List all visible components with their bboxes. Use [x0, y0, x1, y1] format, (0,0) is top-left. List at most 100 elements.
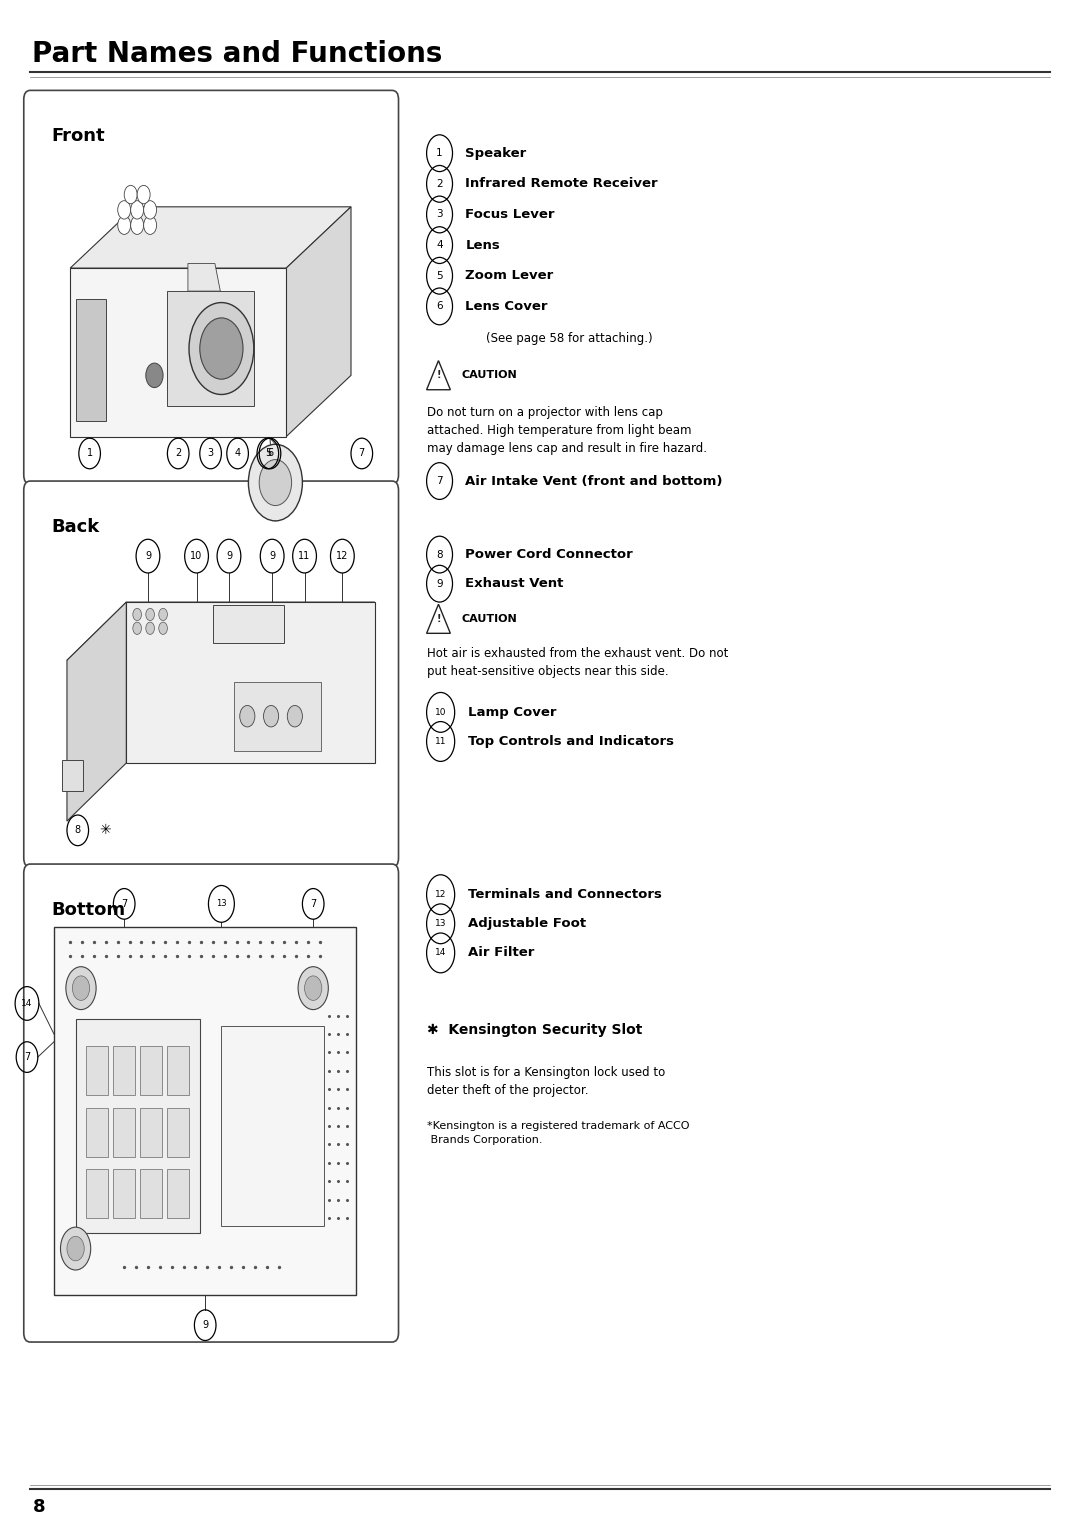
- Circle shape: [118, 201, 131, 219]
- Text: 7: 7: [310, 899, 316, 908]
- Circle shape: [305, 976, 322, 1000]
- Polygon shape: [86, 1108, 108, 1157]
- Polygon shape: [54, 927, 356, 1295]
- Polygon shape: [67, 602, 126, 821]
- Text: Air Intake Vent (front and bottom): Air Intake Vent (front and bottom): [465, 475, 723, 487]
- Circle shape: [240, 705, 255, 728]
- Polygon shape: [234, 682, 321, 751]
- Text: Focus Lever: Focus Lever: [465, 208, 555, 221]
- Text: 9: 9: [145, 552, 151, 561]
- Text: 2: 2: [175, 449, 181, 458]
- Text: (See page 58 for attaching.): (See page 58 for attaching.): [486, 332, 652, 345]
- Circle shape: [200, 317, 243, 380]
- Text: !: !: [436, 371, 441, 380]
- Text: Zoom Lever: Zoom Lever: [465, 270, 554, 282]
- Polygon shape: [126, 602, 375, 763]
- Circle shape: [146, 363, 163, 388]
- Polygon shape: [221, 1026, 324, 1226]
- Polygon shape: [214, 605, 283, 643]
- Polygon shape: [67, 602, 375, 660]
- Circle shape: [72, 976, 90, 1000]
- Text: Back: Back: [52, 518, 100, 536]
- Circle shape: [146, 622, 154, 634]
- Circle shape: [118, 216, 131, 234]
- Text: 4: 4: [234, 449, 241, 458]
- Text: 2: 2: [436, 179, 443, 188]
- FancyBboxPatch shape: [24, 481, 399, 867]
- Text: This slot is for a Kensington lock used to
deter theft of the projector.: This slot is for a Kensington lock used …: [427, 1066, 665, 1097]
- Text: Hot air is exhausted from the exhaust vent. Do not
put heat-sensitive objects ne: Hot air is exhausted from the exhaust ve…: [427, 647, 728, 677]
- Text: !: !: [436, 614, 441, 624]
- Polygon shape: [427, 604, 450, 633]
- Text: Front: Front: [52, 127, 106, 146]
- Polygon shape: [286, 207, 351, 437]
- Circle shape: [131, 201, 144, 219]
- Circle shape: [144, 201, 157, 219]
- Polygon shape: [113, 1169, 135, 1218]
- Text: 11: 11: [435, 737, 446, 746]
- Text: CAUTION: CAUTION: [461, 371, 517, 380]
- Text: 9: 9: [436, 579, 443, 588]
- Polygon shape: [76, 299, 106, 421]
- Polygon shape: [140, 1169, 162, 1218]
- Text: 5: 5: [265, 449, 271, 458]
- Circle shape: [248, 444, 302, 521]
- Circle shape: [259, 460, 292, 506]
- Text: 5: 5: [436, 271, 443, 280]
- Polygon shape: [113, 1108, 135, 1157]
- Text: Lamp Cover: Lamp Cover: [468, 706, 556, 719]
- Circle shape: [298, 967, 328, 1010]
- Polygon shape: [62, 760, 83, 791]
- Polygon shape: [70, 268, 286, 437]
- Text: 1: 1: [86, 449, 93, 458]
- Text: ✱  Kensington Security Slot: ✱ Kensington Security Slot: [427, 1022, 642, 1037]
- Circle shape: [137, 185, 150, 204]
- Circle shape: [144, 216, 157, 234]
- Polygon shape: [427, 360, 450, 389]
- Text: 12: 12: [435, 890, 446, 899]
- Text: 10: 10: [190, 552, 203, 561]
- FancyBboxPatch shape: [24, 864, 399, 1342]
- Text: 4: 4: [436, 241, 443, 250]
- Text: Adjustable Foot: Adjustable Foot: [468, 918, 585, 930]
- Polygon shape: [140, 1108, 162, 1157]
- Circle shape: [159, 608, 167, 620]
- Text: Lens Cover: Lens Cover: [465, 300, 548, 313]
- Text: 7: 7: [436, 476, 443, 486]
- Text: 8: 8: [32, 1498, 45, 1517]
- Circle shape: [189, 302, 254, 394]
- Text: 3: 3: [436, 210, 443, 219]
- Text: 7: 7: [359, 449, 365, 458]
- Text: 14: 14: [435, 948, 446, 958]
- Circle shape: [287, 705, 302, 728]
- Polygon shape: [167, 291, 254, 406]
- Circle shape: [146, 608, 154, 620]
- Polygon shape: [113, 1046, 135, 1095]
- Circle shape: [60, 1227, 91, 1270]
- Text: 13: 13: [216, 899, 227, 908]
- Circle shape: [124, 185, 137, 204]
- Text: 6: 6: [267, 449, 273, 458]
- Polygon shape: [86, 1169, 108, 1218]
- Text: 13: 13: [435, 919, 446, 928]
- Text: 9: 9: [226, 552, 232, 561]
- Text: Top Controls and Indicators: Top Controls and Indicators: [468, 735, 674, 748]
- Text: 6: 6: [436, 302, 443, 311]
- Text: 9: 9: [202, 1321, 208, 1330]
- Text: 12: 12: [336, 552, 349, 561]
- Text: 7: 7: [24, 1052, 30, 1062]
- Text: Air Filter: Air Filter: [468, 947, 534, 959]
- Text: Infrared Remote Receiver: Infrared Remote Receiver: [465, 178, 658, 190]
- Polygon shape: [167, 1169, 189, 1218]
- Text: 3: 3: [207, 449, 214, 458]
- Text: 8: 8: [436, 550, 443, 559]
- Polygon shape: [76, 1019, 200, 1233]
- Text: *Kensington is a registered trademark of ACCO
 Brands Corporation.: *Kensington is a registered trademark of…: [427, 1121, 689, 1144]
- Text: Terminals and Connectors: Terminals and Connectors: [468, 889, 662, 901]
- Text: Speaker: Speaker: [465, 147, 527, 159]
- Polygon shape: [86, 1046, 108, 1095]
- Circle shape: [159, 622, 167, 634]
- Text: Bottom: Bottom: [52, 901, 126, 919]
- Text: 7: 7: [121, 899, 127, 908]
- Polygon shape: [188, 264, 220, 291]
